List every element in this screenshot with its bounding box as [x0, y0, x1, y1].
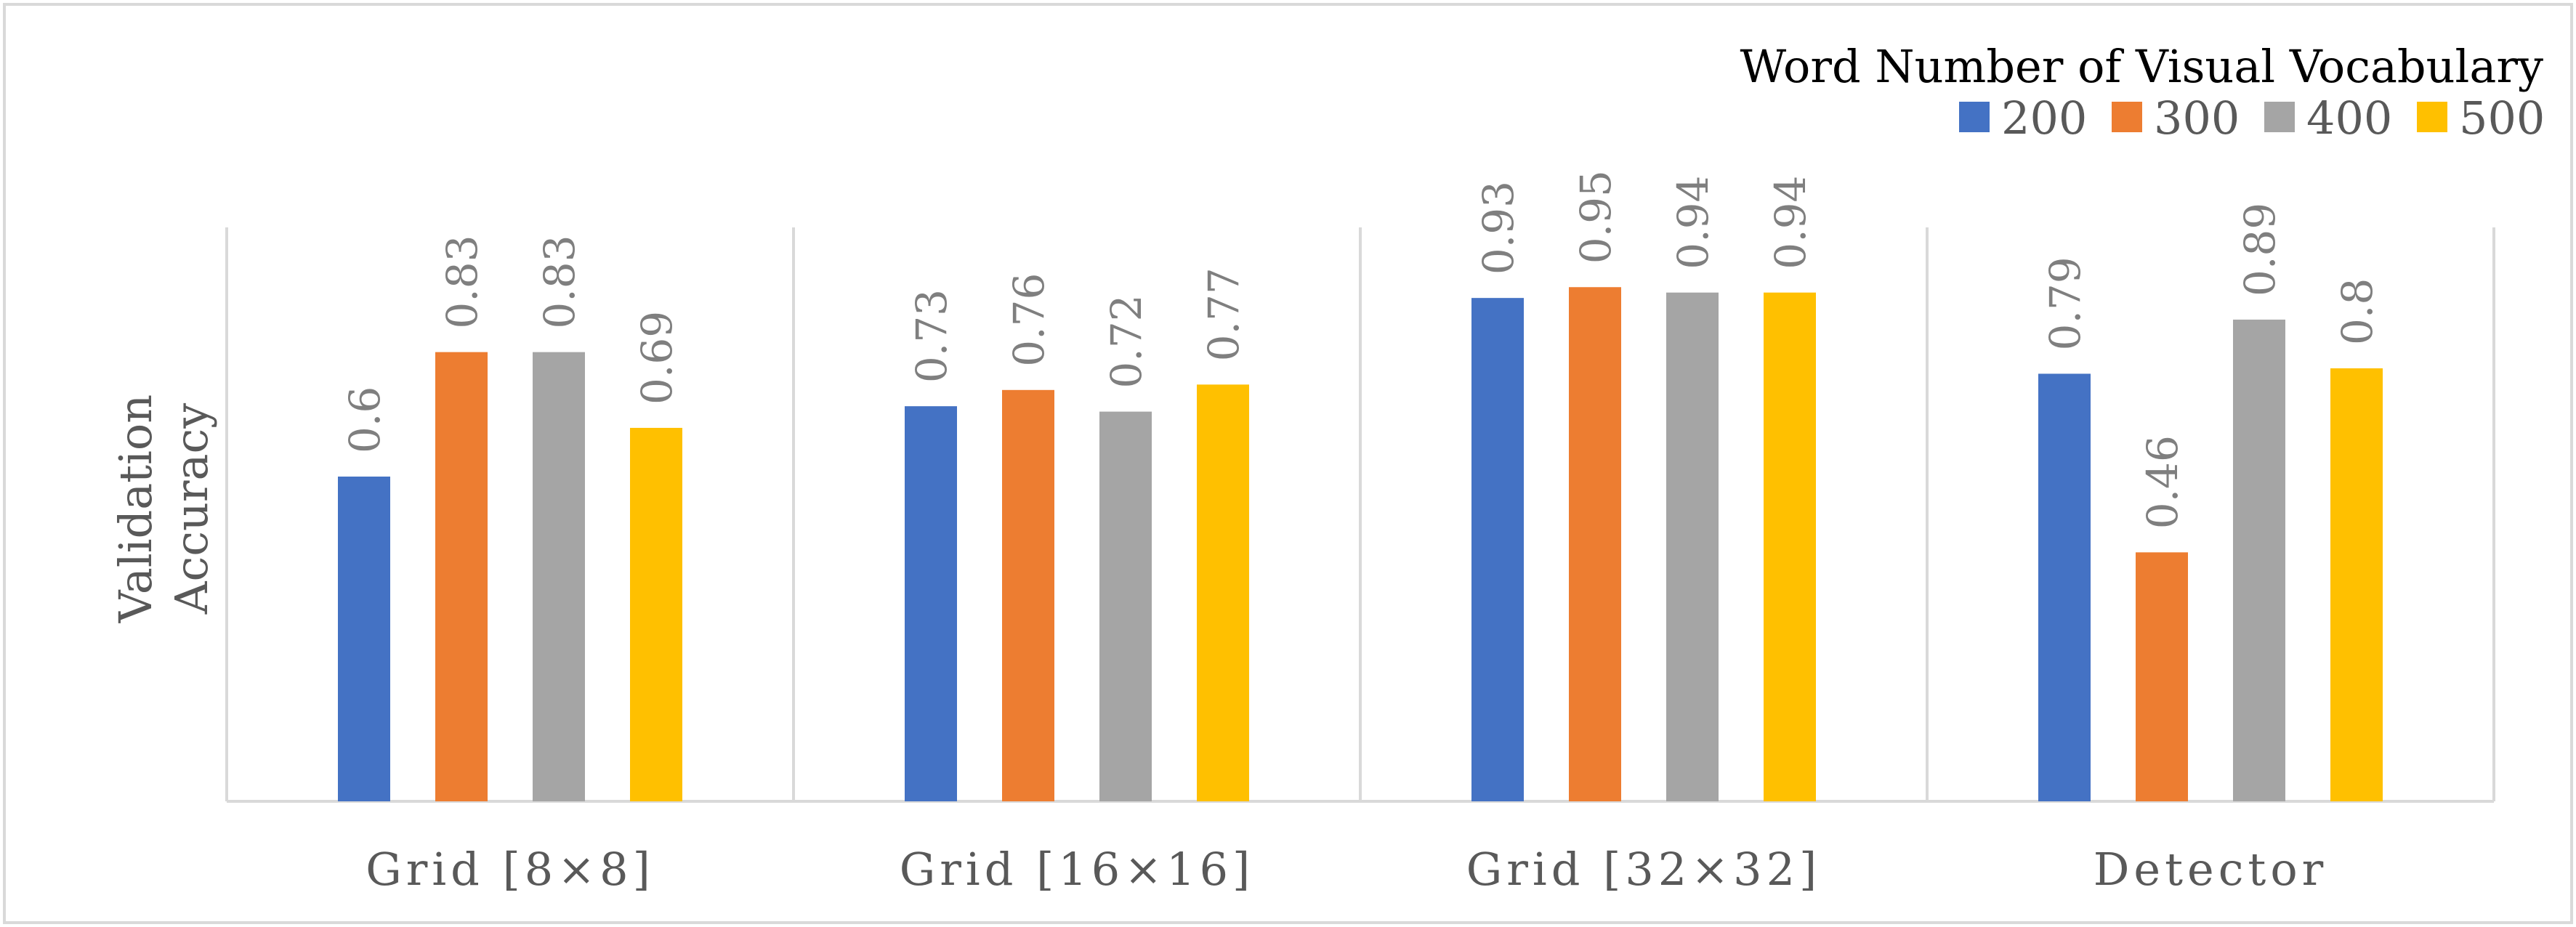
bar-300-3: [1569, 287, 1621, 801]
legend-label-500: 500: [2459, 92, 2545, 145]
data-label-400-4: 0.89: [2235, 203, 2285, 296]
y-axis-label-line-2: Accuracy: [165, 403, 218, 615]
bar-300-1: [435, 352, 488, 801]
category-separators: [225, 227, 2495, 801]
data-label-200-3: 0.93: [1474, 181, 1523, 275]
category-label-3: Grid [32×32]: [1466, 843, 1822, 896]
category-label-1: Grid [8×8]: [366, 843, 655, 896]
data-label-300-4: 0.46: [2138, 435, 2187, 529]
category-label-4: Detector: [2093, 843, 2328, 896]
legend-swatch-500: [2417, 102, 2447, 132]
category-labels-group: Grid [8×8] Grid [16×16] Grid [32×32] Detect…: [366, 843, 2328, 896]
legend-title: Word Number of Visual Vocabulary: [1740, 40, 2544, 93]
data-label-500-3: 0.94: [1766, 176, 1815, 270]
data-label-200-1: 0.6: [340, 386, 389, 453]
bar-400-4: [2233, 319, 2285, 801]
bar-500-2: [1197, 384, 1249, 801]
legend-label-300: 300: [2154, 92, 2240, 145]
bar-500-1: [630, 427, 682, 801]
data-label-400-2: 0.72: [1102, 294, 1151, 388]
legend-swatch-400: [2264, 102, 2295, 132]
data-label-200-4: 0.79: [2040, 256, 2090, 350]
bar-200-4: [2038, 373, 2091, 801]
data-label-300-2: 0.76: [1004, 273, 1054, 367]
bar-500-4: [2330, 368, 2383, 801]
category-label-2: Grid [16×16]: [900, 843, 1255, 896]
legend-label-400: 400: [2306, 92, 2392, 145]
data-label-300-1: 0.83: [437, 235, 487, 329]
bar-200-1: [338, 477, 390, 801]
data-label-200-2: 0.73: [907, 289, 956, 383]
y-axis-label-line-1: Validation: [109, 394, 162, 623]
bar-200-3: [1471, 298, 1524, 801]
data-label-400-1: 0.83: [535, 235, 584, 329]
bar-300-2: [1002, 389, 1054, 801]
legend-swatch-300: [2112, 102, 2142, 132]
bar-300-4: [2136, 552, 2188, 801]
bar-400-3: [1666, 292, 1719, 801]
data-label-500-2: 0.77: [1199, 267, 1248, 361]
data-label-400-3: 0.94: [1668, 176, 1718, 270]
data-label-500-4: 0.8: [2333, 278, 2382, 345]
data-label-300-3: 0.95: [1571, 170, 1620, 264]
legend-label-200: 200: [2001, 92, 2087, 145]
bar-400-2: [1099, 411, 1152, 801]
data-label-500-1: 0.69: [632, 311, 682, 405]
bars-group: [338, 287, 2383, 801]
legend: 200 300 400 500: [1959, 92, 2545, 145]
legend-swatch-200: [1959, 102, 1990, 132]
data-labels-group: 0.6 0.83 0.83 0.69 0.73 0.76 0.72 0.77 0.93 0.95 0…: [340, 170, 2382, 529]
bar-500-3: [1764, 292, 1816, 801]
bar-200-2: [905, 406, 957, 801]
bar-400-1: [533, 352, 585, 801]
